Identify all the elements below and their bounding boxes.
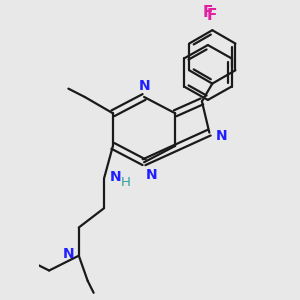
Text: F: F — [207, 8, 217, 23]
Text: N: N — [215, 128, 227, 142]
Text: N: N — [138, 79, 150, 93]
Text: N: N — [146, 168, 157, 182]
Text: H: H — [121, 176, 130, 189]
Text: N: N — [63, 247, 74, 261]
Text: F: F — [203, 5, 213, 20]
Text: N: N — [110, 170, 121, 184]
